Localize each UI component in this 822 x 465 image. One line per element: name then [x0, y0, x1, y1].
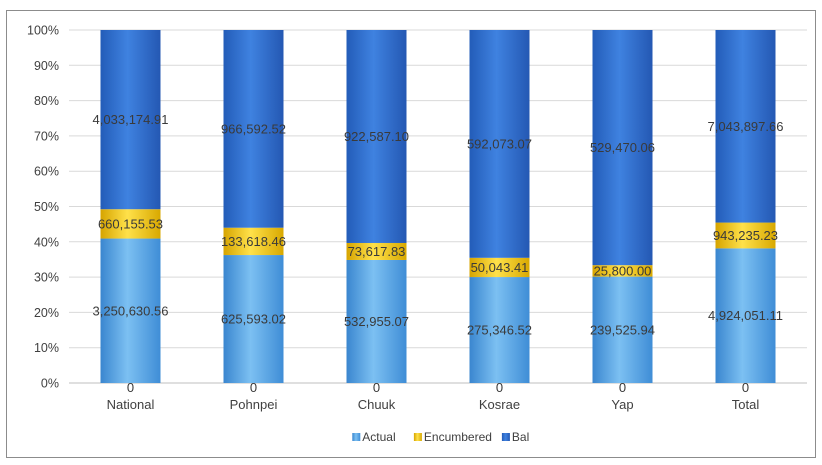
- bar-bal-yap: [592, 30, 653, 266]
- y-tick-label: 90%: [34, 59, 59, 73]
- base-value-label: 0: [127, 380, 134, 395]
- y-tick-label: 60%: [34, 165, 59, 179]
- base-value-label: 0: [250, 380, 257, 395]
- base-value-label: 0: [496, 380, 503, 395]
- y-tick-label: 30%: [34, 271, 59, 285]
- legend-swatch-encumbered: [413, 433, 422, 441]
- data-label-encumbered: 943,235.23: [713, 228, 778, 243]
- data-label-bal: 592,073.07: [467, 136, 532, 151]
- data-label-actual: 625,593.02: [221, 312, 286, 327]
- legend-label-bal: Bal: [512, 430, 529, 444]
- bar-bal-total: [715, 30, 776, 223]
- bar-encumbered-kosrae: [469, 257, 530, 278]
- bar-actual-yap: [592, 276, 653, 383]
- bar-encumbered-pohnpei: [223, 227, 284, 256]
- bar-encumbered-national: [100, 209, 161, 239]
- bar-actual-national: [100, 238, 161, 383]
- y-tick-label: 70%: [34, 129, 59, 143]
- y-tick-label: 0%: [41, 377, 59, 391]
- data-label-actual: 3,250,630.56: [93, 303, 169, 318]
- bar-actual-total: [715, 248, 776, 383]
- legend-swatch-actual: [352, 433, 361, 441]
- bar-encumbered-chuuk: [346, 242, 407, 260]
- y-tick-label: 100%: [27, 24, 59, 38]
- data-label-encumbered: 73,617.83: [348, 244, 406, 259]
- data-label-encumbered: 50,043.41: [471, 260, 529, 275]
- y-tick-label: 50%: [34, 200, 59, 214]
- bar-actual-kosrae: [469, 277, 530, 383]
- chart-frame: 0% 10% 20% 30% 40% 50% 60% 70% 80% 90% 100% Nationa…: [6, 10, 816, 458]
- legend-swatch-bal: [501, 433, 510, 441]
- data-label-encumbered: 133,618.46: [221, 234, 286, 249]
- bar-encumbered-yap: [592, 265, 653, 277]
- bar-encumbered-total: [715, 222, 776, 249]
- base-value-label: 0: [373, 380, 380, 395]
- legend: Actual Encumbered Bal: [352, 430, 529, 444]
- y-tick-label: 20%: [34, 306, 59, 320]
- data-label-encumbered: 25,800.00: [594, 263, 652, 278]
- legend-label-encumbered: Encumbered: [424, 430, 492, 444]
- x-category-label: National: [107, 397, 155, 412]
- bar-bal-chuuk: [346, 30, 407, 243]
- y-tick-label: 10%: [34, 341, 59, 355]
- x-category-label: Total: [732, 397, 760, 412]
- x-category-label: Chuuk: [358, 397, 396, 412]
- base-value-label: 0: [742, 380, 749, 395]
- data-label-bal: 922,587.10: [344, 129, 409, 144]
- data-label-bal: 7,043,897.66: [708, 119, 784, 134]
- data-label-encumbered: 660,155.53: [98, 216, 163, 231]
- x-category-label: Kosrae: [479, 397, 520, 412]
- data-label-bal: 529,470.06: [590, 140, 655, 155]
- base-value-label: 0: [619, 380, 626, 395]
- bar-bal-pohnpei: [223, 30, 284, 228]
- grid-lines: [69, 29, 807, 384]
- x-category-label: Yap: [611, 397, 633, 412]
- data-label-actual: 275,346.52: [467, 323, 532, 338]
- y-tick-label: 40%: [34, 235, 59, 249]
- data-label-bal: 966,592.52: [221, 121, 286, 136]
- bar-actual-chuuk: [346, 259, 407, 383]
- data-label-bal: 4,033,174.91: [93, 112, 169, 127]
- data-label-actual: 4,924,051.11: [708, 308, 783, 323]
- y-tick-label: 80%: [34, 94, 59, 108]
- bar-actual-pohnpei: [223, 255, 284, 383]
- stacked-bar-chart: 0% 10% 20% 30% 40% 50% 60% 70% 80% 90% 100% Nationa…: [27, 24, 807, 444]
- x-category-label: Pohnpei: [230, 397, 278, 412]
- legend-label-actual: Actual: [362, 430, 395, 444]
- data-labels: 3,250,630.56 660,155.53 4,033,174.91 0 625,5…: [93, 112, 784, 395]
- bar-bal-national: [100, 30, 161, 210]
- data-label-actual: 239,525.94: [590, 322, 655, 337]
- data-label-actual: 532,955.07: [344, 314, 409, 329]
- axes: 0% 10% 20% 30% 40% 50% 60% 70% 80% 90% 100% Nationa…: [27, 24, 759, 413]
- bars: [100, 30, 776, 383]
- bar-bal-kosrae: [469, 30, 530, 258]
